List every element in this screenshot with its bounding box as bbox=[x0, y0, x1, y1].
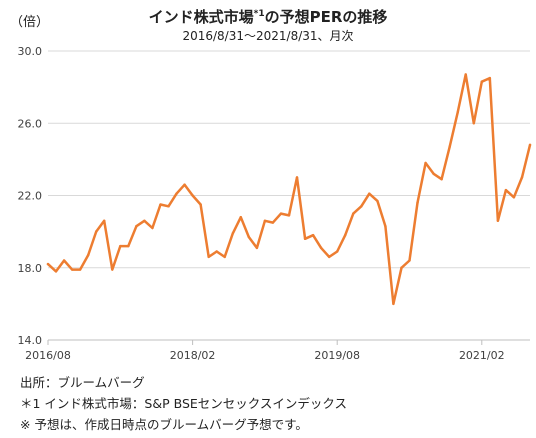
data-point bbox=[183, 183, 186, 186]
x-axis-ticks: 2016/08 2018/02 2019/08 2021/02 bbox=[25, 340, 505, 362]
data-point bbox=[327, 255, 331, 259]
data-point bbox=[528, 143, 532, 147]
data-point bbox=[319, 246, 323, 250]
data-point bbox=[392, 302, 395, 306]
data-point bbox=[103, 219, 106, 222]
data-point bbox=[408, 259, 411, 262]
data-point bbox=[231, 232, 234, 235]
data-point bbox=[151, 226, 154, 230]
data-point bbox=[512, 196, 516, 199]
footnote-forecast-disclaimer: ※ 予想は、作成日時点のブルームバーグ予想です。 bbox=[20, 417, 308, 432]
data-point bbox=[54, 270, 58, 273]
per-series-line bbox=[46, 73, 532, 306]
data-point bbox=[448, 145, 451, 148]
data-point bbox=[46, 262, 50, 266]
y-tick-label: 30.0 bbox=[18, 45, 43, 58]
data-point bbox=[384, 225, 387, 228]
y-tick-label: 22.0 bbox=[18, 190, 43, 203]
data-point bbox=[376, 199, 379, 203]
data-point bbox=[95, 230, 98, 233]
data-point bbox=[440, 178, 443, 181]
chart-title-footnote-mark: *1 bbox=[253, 9, 265, 19]
data-point bbox=[78, 268, 82, 271]
source-note: 出所：ブルームバーグ bbox=[20, 375, 145, 390]
data-point bbox=[368, 192, 371, 195]
data-point bbox=[456, 111, 459, 114]
footnote-index-definition: ＊1 インド株式市場：S&P BSEセンセックスインデックス bbox=[20, 396, 348, 411]
y-axis-ticks: 14.0 18.0 22.0 26.0 30.0 bbox=[18, 45, 43, 347]
data-point bbox=[400, 266, 403, 269]
y-tick-label: 26.0 bbox=[18, 117, 43, 130]
data-point bbox=[223, 255, 226, 259]
data-point bbox=[472, 122, 475, 125]
x-tick-label: 2016/08 bbox=[25, 349, 71, 362]
data-point bbox=[432, 172, 435, 176]
data-point bbox=[191, 194, 194, 197]
chart-title-rest: の予想PERの推移 bbox=[264, 8, 388, 26]
chart-title-main: インド株式市場 bbox=[148, 8, 254, 26]
data-point bbox=[520, 176, 524, 179]
data-point bbox=[159, 203, 162, 206]
data-point bbox=[360, 205, 363, 208]
data-point bbox=[62, 259, 66, 262]
data-point bbox=[199, 203, 202, 206]
data-point bbox=[143, 219, 146, 222]
data-point bbox=[127, 244, 130, 248]
data-point bbox=[416, 201, 419, 204]
data-point bbox=[239, 215, 242, 219]
data-point bbox=[344, 234, 347, 237]
data-point bbox=[488, 76, 492, 80]
data-point bbox=[424, 161, 427, 165]
data-point bbox=[119, 244, 122, 248]
data-point bbox=[287, 214, 291, 217]
x-tick-label: 2019/08 bbox=[314, 349, 360, 362]
data-point bbox=[263, 219, 267, 222]
y-tick-label: 14.0 bbox=[18, 334, 43, 347]
x-tick-label: 2021/02 bbox=[459, 349, 505, 362]
data-point bbox=[295, 176, 299, 179]
data-point bbox=[311, 234, 315, 237]
chart-title: インド株式市場*1の予想PERの推移 bbox=[0, 6, 536, 27]
data-point bbox=[496, 219, 500, 222]
data-point bbox=[303, 237, 307, 241]
data-point bbox=[464, 73, 467, 76]
data-point bbox=[504, 188, 508, 192]
y-axis-unit-label: （倍） bbox=[10, 15, 50, 30]
data-point bbox=[167, 205, 170, 208]
data-point bbox=[215, 250, 218, 253]
data-point bbox=[279, 212, 283, 215]
data-point bbox=[480, 80, 483, 83]
y-tick-label: 18.0 bbox=[18, 262, 43, 275]
data-point bbox=[70, 268, 74, 271]
data-point bbox=[336, 250, 339, 253]
data-point bbox=[352, 212, 355, 215]
per-line-chart: 14.0 18.0 22.0 26.0 30.0 2016/08 2018/02 2019/… bbox=[18, 45, 532, 362]
data-point bbox=[255, 246, 259, 250]
data-point bbox=[111, 268, 114, 271]
data-point bbox=[135, 225, 138, 228]
grid-lines bbox=[48, 50, 530, 341]
series-group bbox=[46, 73, 532, 306]
data-point bbox=[175, 192, 178, 195]
data-point bbox=[271, 221, 275, 224]
chart-notes: 出所：ブルームバーグ ＊1 インド株式市場：S&P BSEセンセックスインデック… bbox=[20, 372, 347, 435]
chart-subtitle: 2016/8/31〜2021/8/31、月次 bbox=[182, 29, 354, 43]
data-point bbox=[86, 253, 90, 257]
x-tick-label: 2018/02 bbox=[170, 349, 216, 362]
data-point bbox=[207, 255, 210, 259]
data-point bbox=[247, 235, 251, 239]
